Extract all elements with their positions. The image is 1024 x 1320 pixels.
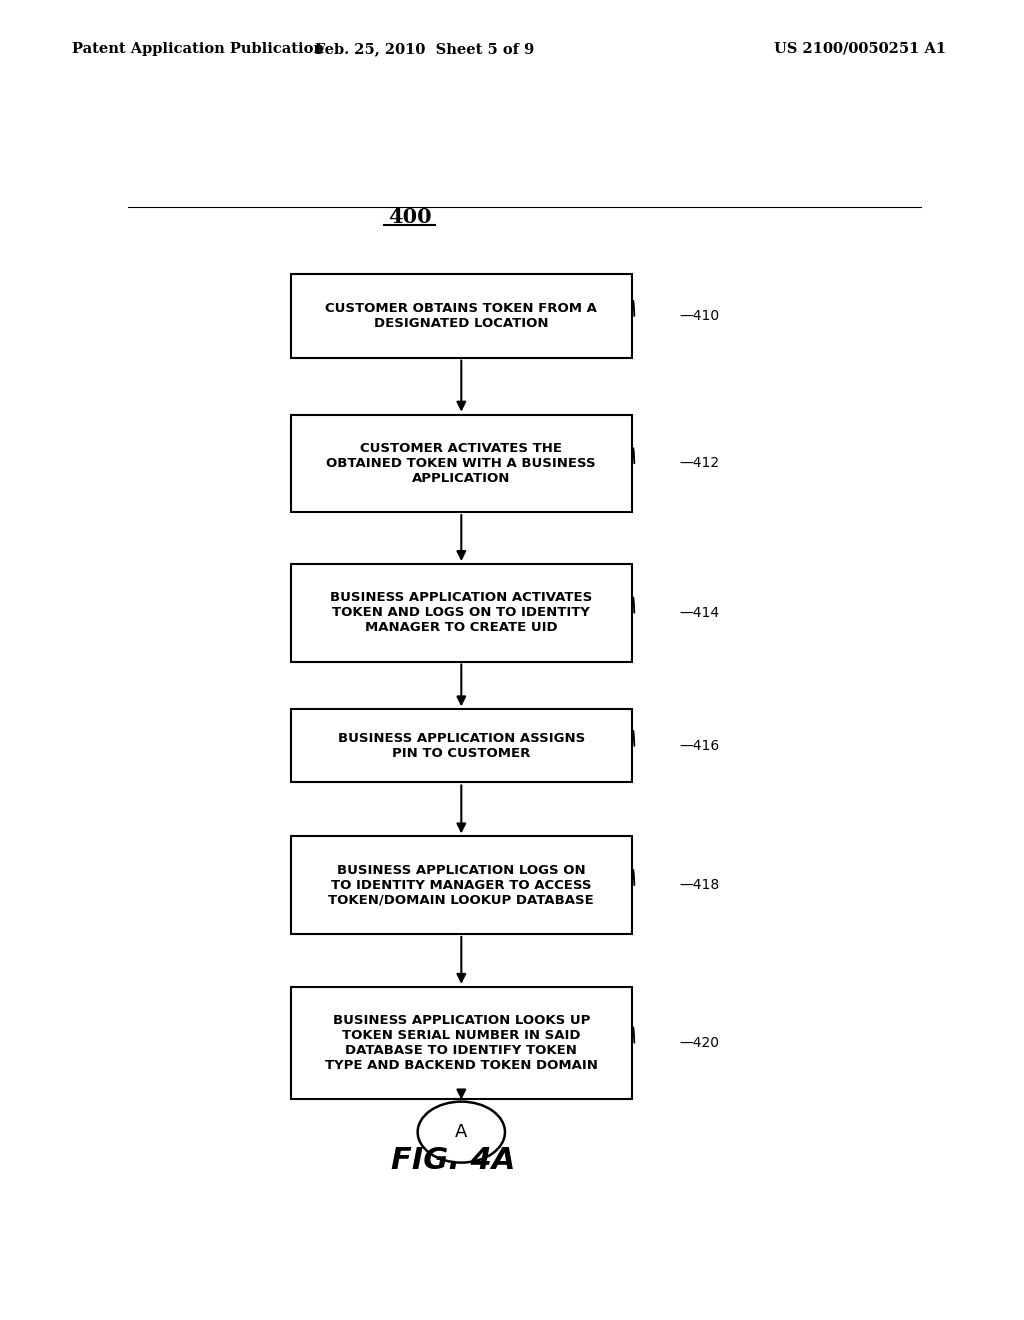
Text: 400: 400 bbox=[388, 207, 431, 227]
Text: —412: —412 bbox=[680, 457, 720, 470]
Text: FIG. 4A: FIG. 4A bbox=[391, 1146, 515, 1175]
Ellipse shape bbox=[418, 1102, 505, 1163]
FancyBboxPatch shape bbox=[291, 564, 632, 661]
Text: —410: —410 bbox=[680, 309, 720, 323]
Text: US 2100/0050251 A1: US 2100/0050251 A1 bbox=[774, 42, 946, 55]
FancyBboxPatch shape bbox=[291, 987, 632, 1098]
Text: —416: —416 bbox=[680, 739, 720, 752]
Text: BUSINESS APPLICATION ACTIVATES
TOKEN AND LOGS ON TO IDENTITY
MANAGER TO CREATE U: BUSINESS APPLICATION ACTIVATES TOKEN AND… bbox=[330, 591, 593, 634]
FancyBboxPatch shape bbox=[291, 414, 632, 512]
FancyBboxPatch shape bbox=[291, 837, 632, 935]
Text: CUSTOMER OBTAINS TOKEN FROM A
DESIGNATED LOCATION: CUSTOMER OBTAINS TOKEN FROM A DESIGNATED… bbox=[326, 302, 597, 330]
Text: CUSTOMER ACTIVATES THE
OBTAINED TOKEN WITH A BUSINESS
APPLICATION: CUSTOMER ACTIVATES THE OBTAINED TOKEN WI… bbox=[327, 442, 596, 484]
Text: —418: —418 bbox=[680, 878, 720, 892]
Text: A: A bbox=[455, 1123, 468, 1140]
FancyBboxPatch shape bbox=[291, 275, 632, 358]
Text: BUSINESS APPLICATION ASSIGNS
PIN TO CUSTOMER: BUSINESS APPLICATION ASSIGNS PIN TO CUST… bbox=[338, 731, 585, 760]
FancyBboxPatch shape bbox=[291, 709, 632, 783]
Text: —420: —420 bbox=[680, 1036, 720, 1049]
Text: Patent Application Publication: Patent Application Publication bbox=[72, 42, 324, 55]
Text: BUSINESS APPLICATION LOOKS UP
TOKEN SERIAL NUMBER IN SAID
DATABASE TO IDENTIFY T: BUSINESS APPLICATION LOOKS UP TOKEN SERI… bbox=[325, 1014, 598, 1072]
Text: BUSINESS APPLICATION LOGS ON
TO IDENTITY MANAGER TO ACCESS
TOKEN/DOMAIN LOOKUP D: BUSINESS APPLICATION LOGS ON TO IDENTITY… bbox=[329, 863, 594, 907]
Text: —414: —414 bbox=[680, 606, 720, 619]
Text: Feb. 25, 2010  Sheet 5 of 9: Feb. 25, 2010 Sheet 5 of 9 bbox=[315, 42, 535, 55]
